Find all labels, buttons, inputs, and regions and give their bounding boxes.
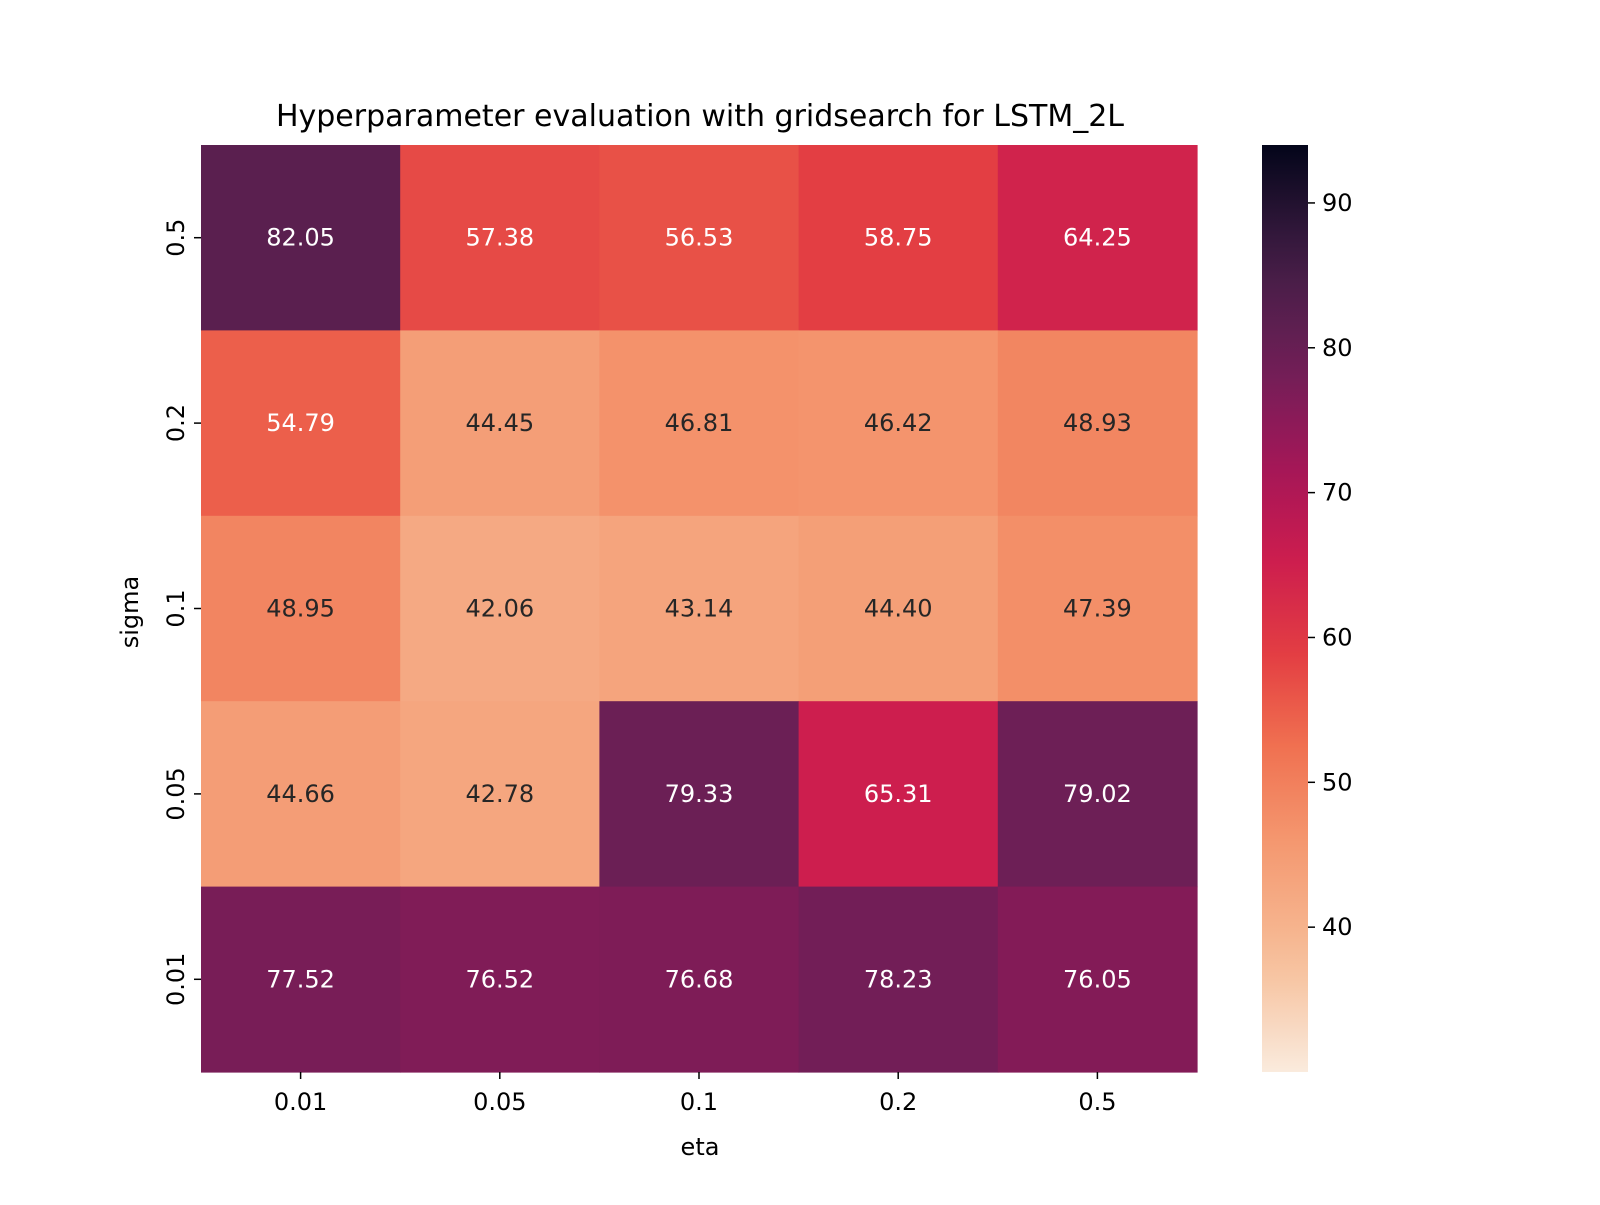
cell-value-label: 65.31 <box>864 780 933 808</box>
cell-value-label: 76.68 <box>665 965 734 993</box>
heatmap-cell <box>997 701 1198 888</box>
y-tick-label: 0.1 <box>162 589 190 627</box>
heatmap-cell <box>798 330 999 517</box>
heatmap-cell <box>400 515 600 702</box>
heatmap-cell <box>997 145 1198 331</box>
cell-value-label: 44.40 <box>864 595 933 623</box>
heatmap-cell <box>400 886 600 1073</box>
heatmap-cells <box>201 145 1198 1073</box>
cell-value-label: 42.78 <box>465 780 534 808</box>
colorbar-tick-label: 90 <box>1322 189 1353 217</box>
heatmap-cell <box>400 330 600 517</box>
cell-value-label: 82.05 <box>266 224 335 252</box>
colorbar-tick-label: 60 <box>1322 623 1353 651</box>
x-tick-label: 0.05 <box>473 1088 526 1116</box>
x-tick-label: 0.1 <box>680 1088 718 1116</box>
heatmap-cell <box>201 515 401 702</box>
y-tick-label: 0.2 <box>162 404 190 442</box>
cell-value-label: 44.66 <box>266 780 335 808</box>
heatmap-cell <box>201 701 401 888</box>
cell-value-label: 77.52 <box>266 965 335 993</box>
cell-value-label: 78.23 <box>864 965 933 993</box>
cell-value-label: 46.42 <box>864 409 933 437</box>
heatmap-cell <box>599 145 800 331</box>
x-tick-label: 0.2 <box>879 1088 917 1116</box>
y-tick-label: 0.01 <box>162 953 190 1006</box>
cell-value-label: 57.38 <box>465 224 534 252</box>
colorbar-axis: 40 50 60 70 80 90 <box>1308 189 1353 941</box>
cell-value-label: 48.95 <box>266 595 335 623</box>
heatmap-cell <box>798 145 999 331</box>
y-axis: 0.5 0.2 0.1 0.05 0.01 <box>162 219 201 1006</box>
heatmap-cell <box>798 701 999 888</box>
chart-title: Hyperparameter evaluation with gridsearc… <box>276 99 1124 134</box>
x-tick-label: 0.01 <box>274 1088 327 1116</box>
heatmap-cell <box>201 145 401 331</box>
x-tick-label: 0.5 <box>1078 1088 1116 1116</box>
cell-value-label: 42.06 <box>465 595 534 623</box>
heatmap-cell <box>599 886 800 1073</box>
cell-value-label: 58.75 <box>864 224 933 252</box>
cell-value-label: 64.25 <box>1063 224 1132 252</box>
colorbar-tick-label: 70 <box>1322 479 1353 507</box>
cell-value-label: 48.93 <box>1063 409 1132 437</box>
colorbar-tick-label: 40 <box>1322 913 1353 941</box>
cell-value-label: 79.33 <box>665 780 734 808</box>
heatmap-cell <box>599 515 800 702</box>
cell-value-label: 76.52 <box>465 965 534 993</box>
cell-value-label: 76.05 <box>1063 965 1132 993</box>
colorbar-tick-label: 50 <box>1322 768 1353 796</box>
heatmap-cell <box>599 330 800 517</box>
colorbar-tick-label: 80 <box>1322 334 1353 362</box>
heatmap-cell <box>997 886 1198 1073</box>
y-tick-label: 0.5 <box>162 219 190 257</box>
y-axis-label: sigma <box>116 576 144 649</box>
cell-value-label: 46.81 <box>665 409 734 437</box>
heatmap-cell <box>997 330 1198 517</box>
cell-value-label: 47.39 <box>1063 595 1132 623</box>
cell-value-label: 79.02 <box>1063 780 1132 808</box>
colorbar <box>1262 145 1308 1072</box>
cell-value-label: 56.53 <box>665 224 734 252</box>
heatmap-cell <box>599 701 800 888</box>
x-axis: 0.01 0.05 0.1 0.2 0.5 <box>274 1072 1116 1116</box>
heatmap-cell <box>798 886 999 1073</box>
heatmap-cell <box>201 886 401 1073</box>
heatmap-cell <box>400 145 600 331</box>
heatmap-cell <box>400 701 600 888</box>
y-tick-label: 0.05 <box>162 767 190 820</box>
heatmap-cell <box>997 515 1198 702</box>
cell-value-label: 44.45 <box>465 409 534 437</box>
heatmap-cell <box>798 515 999 702</box>
heatmap-cell-labels: 82.05 57.38 56.53 58.75 64.25 54.79 44.45 46.81… <box>266 224 1132 994</box>
x-axis-label: eta <box>681 1133 720 1161</box>
cell-value-label: 43.14 <box>665 595 734 623</box>
cell-value-label: 54.79 <box>266 409 335 437</box>
heatmap-cell <box>201 330 401 517</box>
